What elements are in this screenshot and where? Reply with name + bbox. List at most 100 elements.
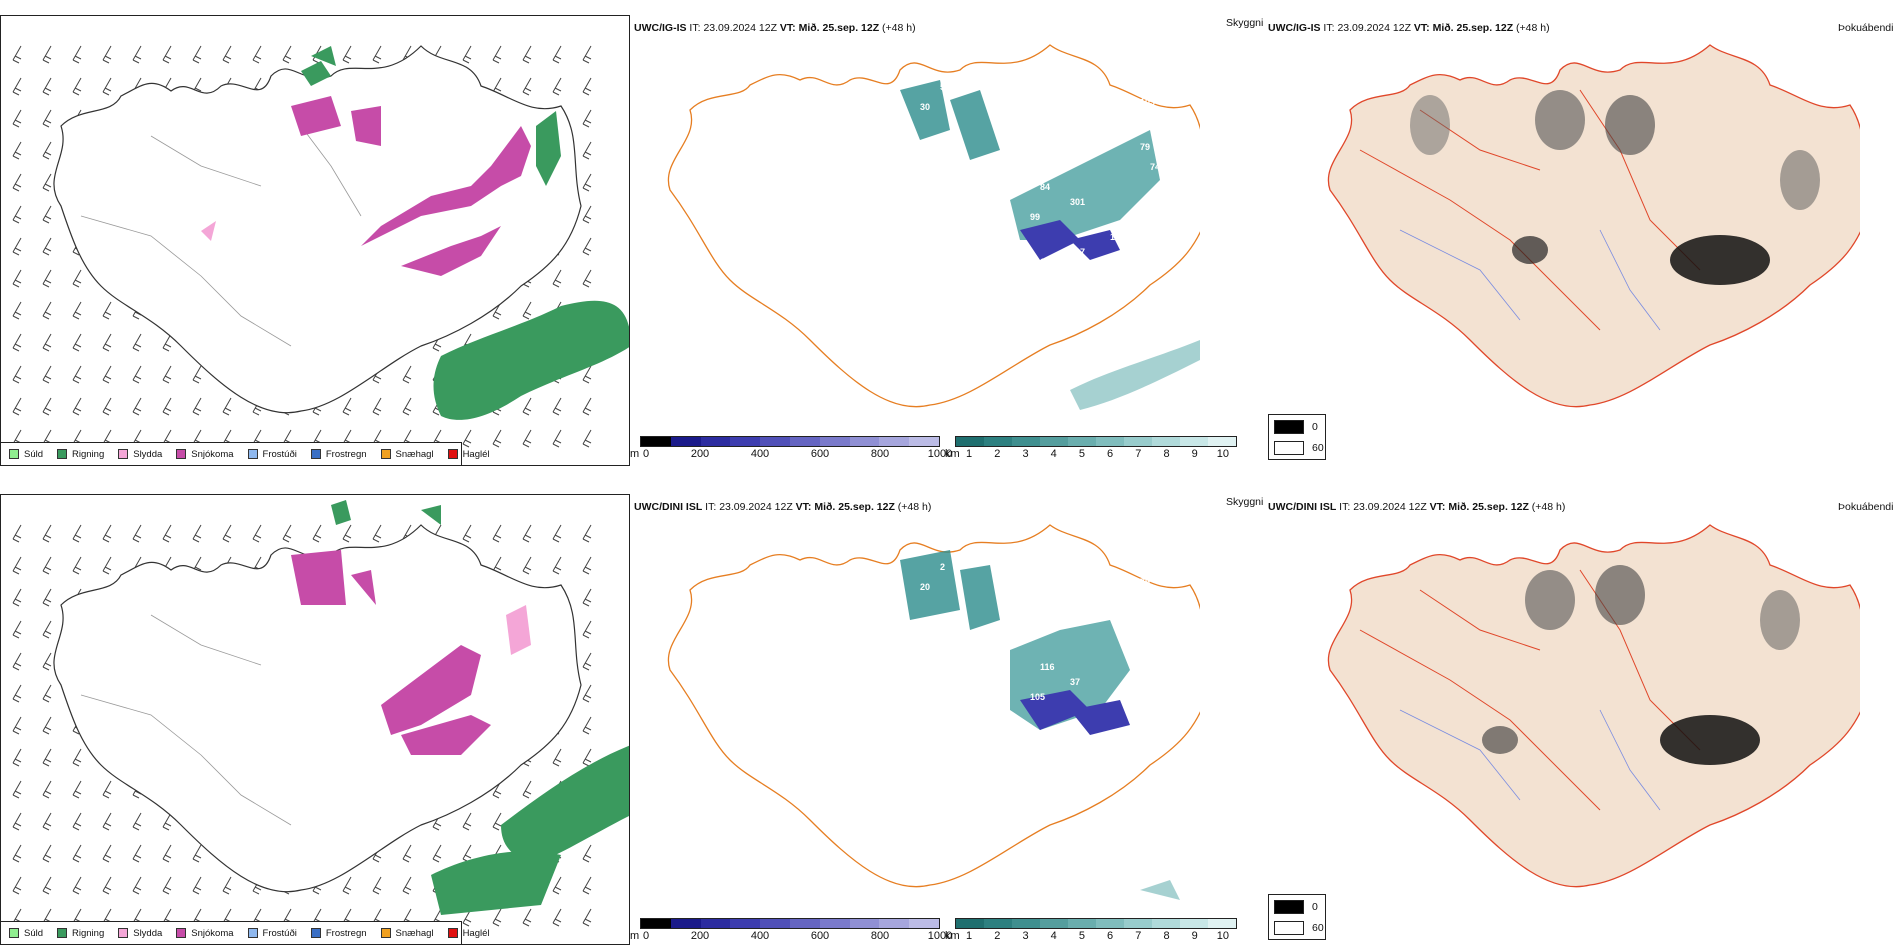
low-cloud-area	[1020, 220, 1120, 260]
legend-label: Snæhagl	[395, 927, 434, 939]
wind-barb	[132, 524, 142, 543]
wind-barb	[192, 397, 202, 416]
colorbar-segment	[730, 919, 761, 928]
fog-area	[1595, 565, 1645, 625]
wind-barb	[582, 365, 592, 384]
rain-area	[331, 500, 441, 525]
fog-area	[1780, 150, 1820, 210]
legend-label: Frostregn	[325, 448, 367, 460]
cloudbase-value-label: 80	[890, 127, 900, 137]
colorbar-segment	[819, 437, 850, 446]
wind-barb	[282, 524, 292, 543]
wind-barb	[42, 748, 52, 767]
row2-fog-label: Þokuábendi	[1838, 501, 1894, 513]
wind-barb	[582, 429, 592, 448]
legend-value: 60	[1312, 442, 1324, 454]
low-vis-area-sea	[1070, 340, 1200, 410]
wind-barb	[372, 45, 382, 64]
cloudbase-value-label: 81	[1080, 562, 1090, 572]
cloudbase-value-label: 165	[1180, 117, 1195, 127]
legend-swatch	[9, 449, 19, 459]
legend-label: Snæhagl	[395, 448, 434, 460]
wind-barb	[72, 397, 82, 416]
precip-legend-item: Snjókoma	[176, 449, 234, 460]
wind-barb	[462, 524, 472, 543]
legend-swatch	[118, 449, 129, 459]
wind-barb	[72, 77, 82, 96]
fog-area	[1535, 90, 1585, 150]
wind-barb	[42, 844, 52, 863]
precip-legend-item: Slydda	[118, 449, 162, 460]
row2-vis-title: UWC/DINI ISL IT: 23.09.2024 12Z VT: Mið.…	[634, 501, 932, 513]
cloudbase-value-label: 576	[750, 212, 765, 222]
fog-area	[1760, 590, 1800, 650]
colorbar-tick: 3	[1022, 930, 1029, 942]
rivers	[1399, 229, 1661, 331]
colorbar-tick: 9	[1191, 448, 1198, 460]
wind-barb	[492, 524, 502, 543]
colorbar-segment	[849, 437, 880, 446]
colorbar-tick: 0	[642, 448, 650, 460]
wind-barb	[42, 365, 52, 384]
colorbar-segment	[789, 437, 820, 446]
wind-barb	[42, 333, 52, 352]
wind-barb	[462, 45, 472, 64]
colorbar-tick: 1	[966, 448, 973, 460]
wind-barb	[582, 237, 592, 256]
colorbar-segment	[1208, 437, 1236, 446]
wind-barb	[192, 844, 202, 863]
wind-barb	[132, 333, 142, 352]
wind-barb	[72, 780, 82, 799]
wind-barb	[102, 301, 112, 320]
wind-barb	[432, 844, 442, 863]
wind-barb	[132, 876, 142, 895]
cloudbase-value-label: 133	[1140, 622, 1155, 632]
legend-swatch	[1274, 441, 1304, 455]
wind-barb	[582, 524, 592, 543]
colorbar-segment	[730, 437, 761, 446]
wind-barb	[252, 45, 262, 64]
snow-area	[291, 550, 376, 605]
colorbar-segment	[670, 437, 701, 446]
wind-barb	[42, 780, 52, 799]
colorbar-segment	[760, 919, 790, 928]
colorbar-tick: 5	[1078, 930, 1085, 942]
wind-barb	[42, 812, 52, 831]
fog-legend-item: 0	[1274, 420, 1318, 434]
row1-fog-legend: 0 60	[1268, 414, 1326, 460]
row2-fog-title: UWC/DINI ISL IT: 23.09.2024 12Z VT: Mið.…	[1268, 501, 1566, 513]
precip-legend-item: Slydda	[118, 928, 162, 939]
wind-barb	[42, 141, 52, 160]
snow-area	[381, 645, 491, 755]
wind-barb	[162, 397, 172, 416]
cloudbase-value-label: 79	[1140, 577, 1150, 587]
wind-barb	[582, 716, 592, 735]
wind-barb	[102, 844, 112, 863]
iceland-outline	[53, 45, 582, 414]
fog-legend-item: 0	[1274, 900, 1318, 914]
precip-legend-item: Haglél	[447, 928, 490, 939]
wind-barb	[162, 844, 172, 863]
wind-barb	[582, 876, 592, 895]
colorbar-segment	[1068, 919, 1096, 928]
cloudbase-value-label: 74	[1150, 162, 1160, 172]
wind-barb	[12, 173, 22, 192]
legend-value: 0	[1312, 421, 1318, 433]
wind-barb	[102, 812, 112, 831]
colorbar-segment	[909, 437, 939, 446]
cloudbase-value-label: 43	[1010, 552, 1020, 562]
wind-barb	[522, 524, 532, 543]
wind-barb	[132, 45, 142, 64]
wind-barb	[582, 397, 592, 416]
legend-label: Frostúði	[262, 448, 297, 460]
colorbar-tick: 600	[810, 930, 830, 942]
wind-barb	[12, 109, 22, 128]
colorbar-tick: 2	[994, 930, 1001, 942]
row1-precip-legend: Súld Rigning Slydda Snjókoma Frostúði Frostre…	[0, 442, 490, 466]
precip-legend-item: Haglél	[447, 449, 490, 460]
row2-vis-label: Skyggni	[1226, 496, 1264, 508]
colorbar-segment	[909, 919, 939, 928]
row2-cloudbase-colorbar	[640, 918, 940, 929]
row1-fog-map	[1327, 44, 1860, 408]
cloudbase-value-label: 71	[1180, 597, 1190, 607]
